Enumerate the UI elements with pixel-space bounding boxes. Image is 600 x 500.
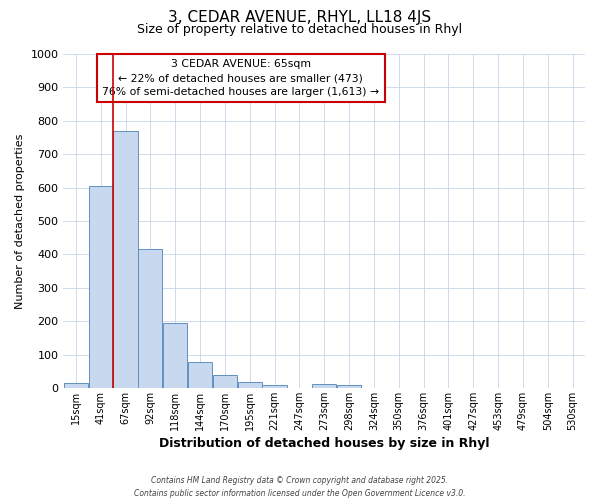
Text: 3 CEDAR AVENUE: 65sqm
← 22% of detached houses are smaller (473)
76% of semi-det: 3 CEDAR AVENUE: 65sqm ← 22% of detached … [102,59,379,97]
Bar [139,250,163,388]
Bar [163,323,187,388]
Bar [213,375,237,388]
Bar [113,131,137,388]
Bar [337,385,361,388]
Bar [188,362,212,388]
Bar [89,186,113,388]
Y-axis label: Number of detached properties: Number of detached properties [15,134,25,308]
Bar [262,384,287,388]
Text: Contains HM Land Registry data © Crown copyright and database right 2025.
Contai: Contains HM Land Registry data © Crown c… [134,476,466,498]
X-axis label: Distribution of detached houses by size in Rhyl: Distribution of detached houses by size … [159,437,490,450]
Bar [238,382,262,388]
Text: Size of property relative to detached houses in Rhyl: Size of property relative to detached ho… [137,22,463,36]
Bar [312,384,336,388]
Bar [64,383,88,388]
Text: 3, CEDAR AVENUE, RHYL, LL18 4JS: 3, CEDAR AVENUE, RHYL, LL18 4JS [169,10,431,25]
